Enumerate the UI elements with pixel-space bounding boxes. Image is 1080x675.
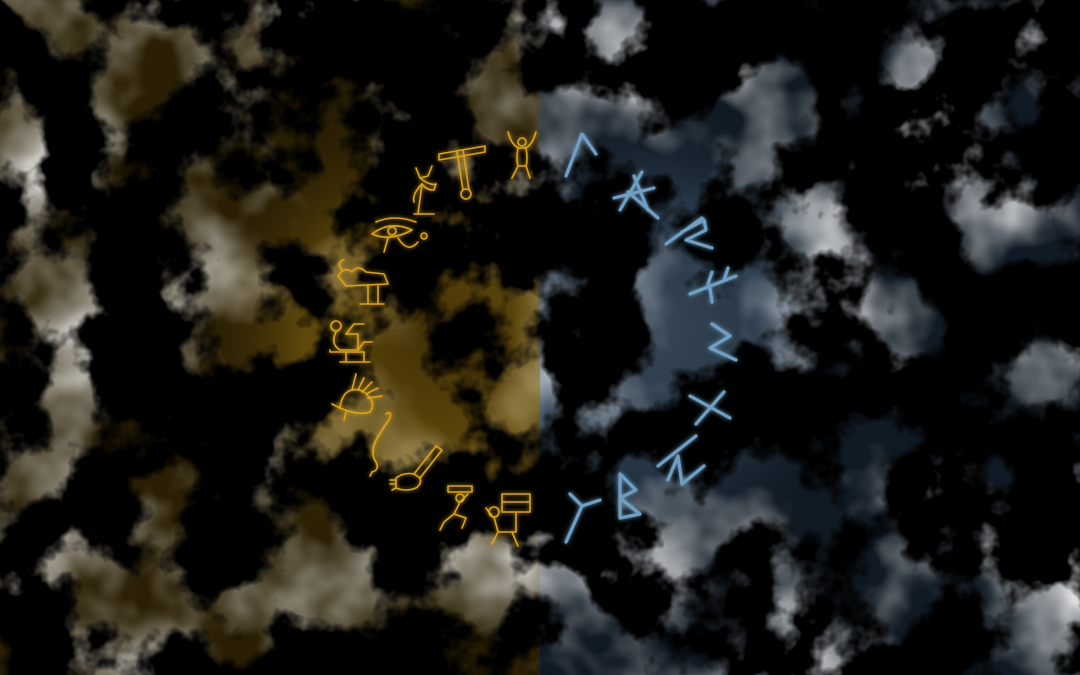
jackal-head-standard-icon xyxy=(412,165,437,215)
rune-arc xyxy=(564,132,738,544)
figure-carrying-chest-icon xyxy=(485,493,531,547)
kaun-rune-icon xyxy=(564,132,598,178)
kneeling-figure-offering-icon xyxy=(439,485,473,531)
t-shaped-tool-icon xyxy=(438,145,486,200)
gebo-rune-icon xyxy=(688,390,732,426)
raidho-rune-icon xyxy=(664,216,714,250)
serpent-staff-icon xyxy=(369,411,392,477)
othala-rune-icon xyxy=(612,170,660,220)
sowilo-rune-icon xyxy=(708,322,738,362)
hand-with-arm-icon xyxy=(389,445,443,491)
ansuz-rune-icon xyxy=(688,266,738,304)
eye-of-horus-icon xyxy=(371,217,428,253)
seated-figure-icon xyxy=(329,320,373,363)
berkano-rune-icon xyxy=(618,472,642,520)
ehwaz-rune-icon xyxy=(656,434,706,486)
crested-bird-icon xyxy=(331,373,383,421)
ram-on-pedestal-icon xyxy=(337,259,389,305)
algiz-rune-icon xyxy=(564,492,602,544)
hieroglyph-arc xyxy=(329,131,537,547)
kneeling-figure-arms-raised-icon xyxy=(507,131,537,179)
